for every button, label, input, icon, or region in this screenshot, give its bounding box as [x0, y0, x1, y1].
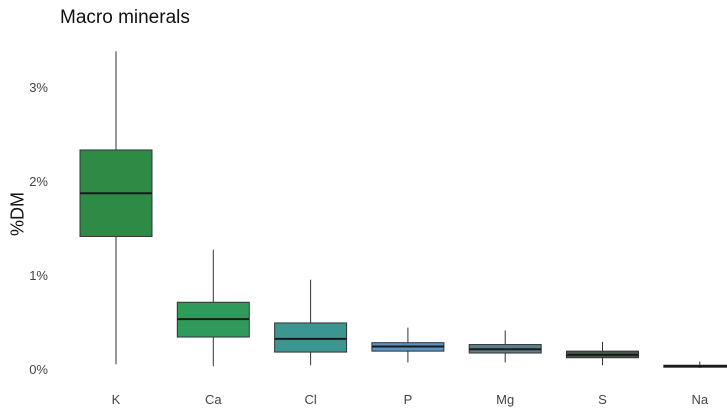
x-tick-label: Na: [691, 392, 708, 407]
x-tick-label: Ca: [205, 392, 222, 407]
box-cl: [274, 322, 348, 353]
x-tick-label: Cl: [304, 392, 316, 407]
y-tick-label: 1%: [29, 268, 48, 283]
x-tick-label: P: [404, 392, 413, 407]
chart-title: Macro minerals: [60, 7, 190, 28]
y-tick-label: 0%: [29, 362, 48, 377]
x-tick-label: Mg: [496, 392, 514, 407]
y-tick-label: 3%: [29, 80, 48, 95]
x-tick-label: K: [112, 392, 121, 407]
y-tick-label: 2%: [29, 174, 48, 189]
x-tick-label: S: [598, 392, 607, 407]
